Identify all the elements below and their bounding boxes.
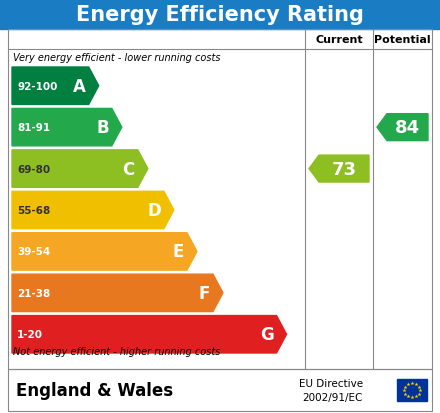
Text: Potential: Potential [374, 35, 431, 45]
Polygon shape [12, 275, 223, 312]
Polygon shape [12, 233, 197, 271]
Text: A: A [73, 78, 86, 95]
Polygon shape [12, 192, 174, 229]
Text: 92-100: 92-100 [17, 81, 57, 92]
Polygon shape [377, 114, 428, 141]
Polygon shape [309, 156, 369, 183]
Text: 21-38: 21-38 [17, 288, 50, 298]
Text: 73: 73 [331, 160, 356, 178]
Bar [0, 0, 440, 30]
Text: 69-80: 69-80 [17, 164, 50, 174]
Polygon shape [12, 68, 99, 105]
Text: Not energy efficient - higher running costs: Not energy efficient - higher running co… [13, 346, 220, 356]
Text: G: G [260, 325, 274, 344]
Text: B: B [96, 119, 109, 137]
Text: Energy Efficiency Rating: Energy Efficiency Rating [76, 5, 364, 25]
Text: F: F [198, 284, 210, 302]
Polygon shape [12, 109, 122, 147]
Bar [397, 379, 427, 401]
Text: C: C [123, 160, 135, 178]
Text: 39-54: 39-54 [17, 247, 50, 257]
Text: Very energy efficient - lower running costs: Very energy efficient - lower running co… [13, 53, 220, 63]
Text: 55-68: 55-68 [17, 206, 50, 216]
Text: 84: 84 [395, 119, 420, 137]
Text: 1-20: 1-20 [17, 330, 43, 339]
Text: E: E [172, 243, 184, 261]
Text: D: D [147, 202, 161, 219]
Text: Current: Current [315, 35, 363, 45]
Text: England & Wales: England & Wales [16, 381, 173, 399]
Polygon shape [12, 150, 148, 188]
Text: EU Directive
2002/91/EC: EU Directive 2002/91/EC [299, 378, 363, 401]
Text: 81-91: 81-91 [17, 123, 50, 133]
Polygon shape [12, 316, 286, 353]
